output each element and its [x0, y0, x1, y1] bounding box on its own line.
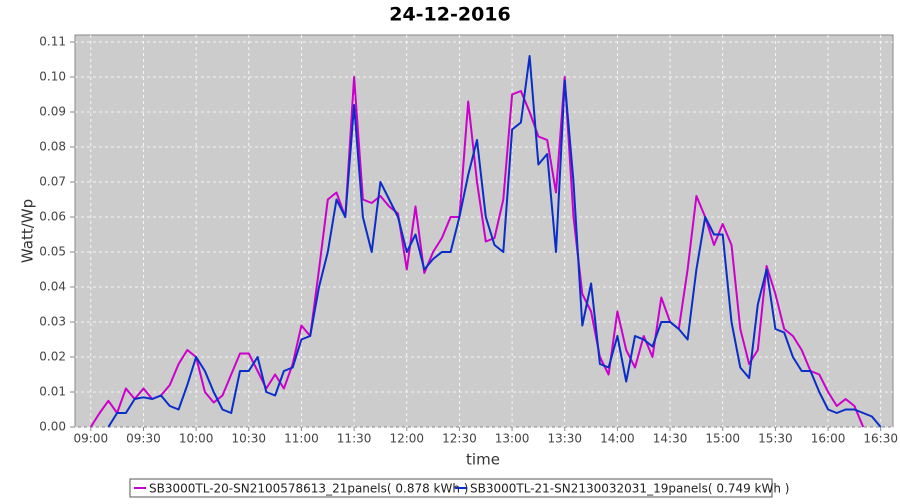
x-tick-label: 11:30 — [337, 432, 372, 446]
x-tick-label: 10:30 — [231, 432, 266, 446]
x-tick-label: 14:30 — [653, 432, 688, 446]
x-tick-label: 14:00 — [600, 432, 635, 446]
x-tick-label: 12:30 — [442, 432, 477, 446]
y-tick-label: 0.07 — [39, 175, 66, 189]
chart-title: 24-12-2016 — [389, 4, 511, 26]
y-tick-label: 0.08 — [39, 140, 66, 154]
y-tick-label: 0.01 — [39, 385, 66, 399]
y-tick-label: 0.11 — [39, 35, 66, 49]
series-line — [89, 76, 865, 428]
legend-label: SB3000TL-20-SN2100578613_21panels( 0.878… — [149, 482, 468, 496]
y-axis-label: Watt/Wp — [19, 199, 37, 263]
series-line — [107, 55, 882, 428]
y-tick-label: 0.03 — [39, 315, 66, 329]
x-tick-label: 16:30 — [863, 432, 898, 446]
y-tick-label: 0.05 — [39, 245, 66, 259]
x-tick-label: 11:00 — [284, 432, 319, 446]
y-tick-label: 0.09 — [39, 105, 66, 119]
x-tick-label: 13:30 — [547, 432, 582, 446]
x-tick-label: 10:00 — [179, 432, 214, 446]
y-tick-label: 0.04 — [39, 280, 66, 294]
x-axis-label: time — [466, 451, 500, 469]
x-tick-label: 16:00 — [811, 432, 846, 446]
y-tick-label: 0.00 — [39, 420, 66, 434]
x-tick-label: 15:00 — [705, 432, 740, 446]
legend-label: SB3000TL-21-SN2130032031_19panels( 0.749… — [470, 482, 789, 496]
x-tick-label: 12:00 — [389, 432, 424, 446]
x-tick-label: 15:30 — [758, 432, 793, 446]
legend — [129, 478, 773, 498]
x-tick-label: 09:00 — [74, 432, 109, 446]
x-tick-label: 09:30 — [126, 432, 161, 446]
y-tick-label: 0.06 — [39, 210, 66, 224]
y-tick-label: 0.10 — [39, 70, 66, 84]
x-tick-label: 13:00 — [495, 432, 530, 446]
y-tick-label: 0.02 — [39, 350, 66, 364]
